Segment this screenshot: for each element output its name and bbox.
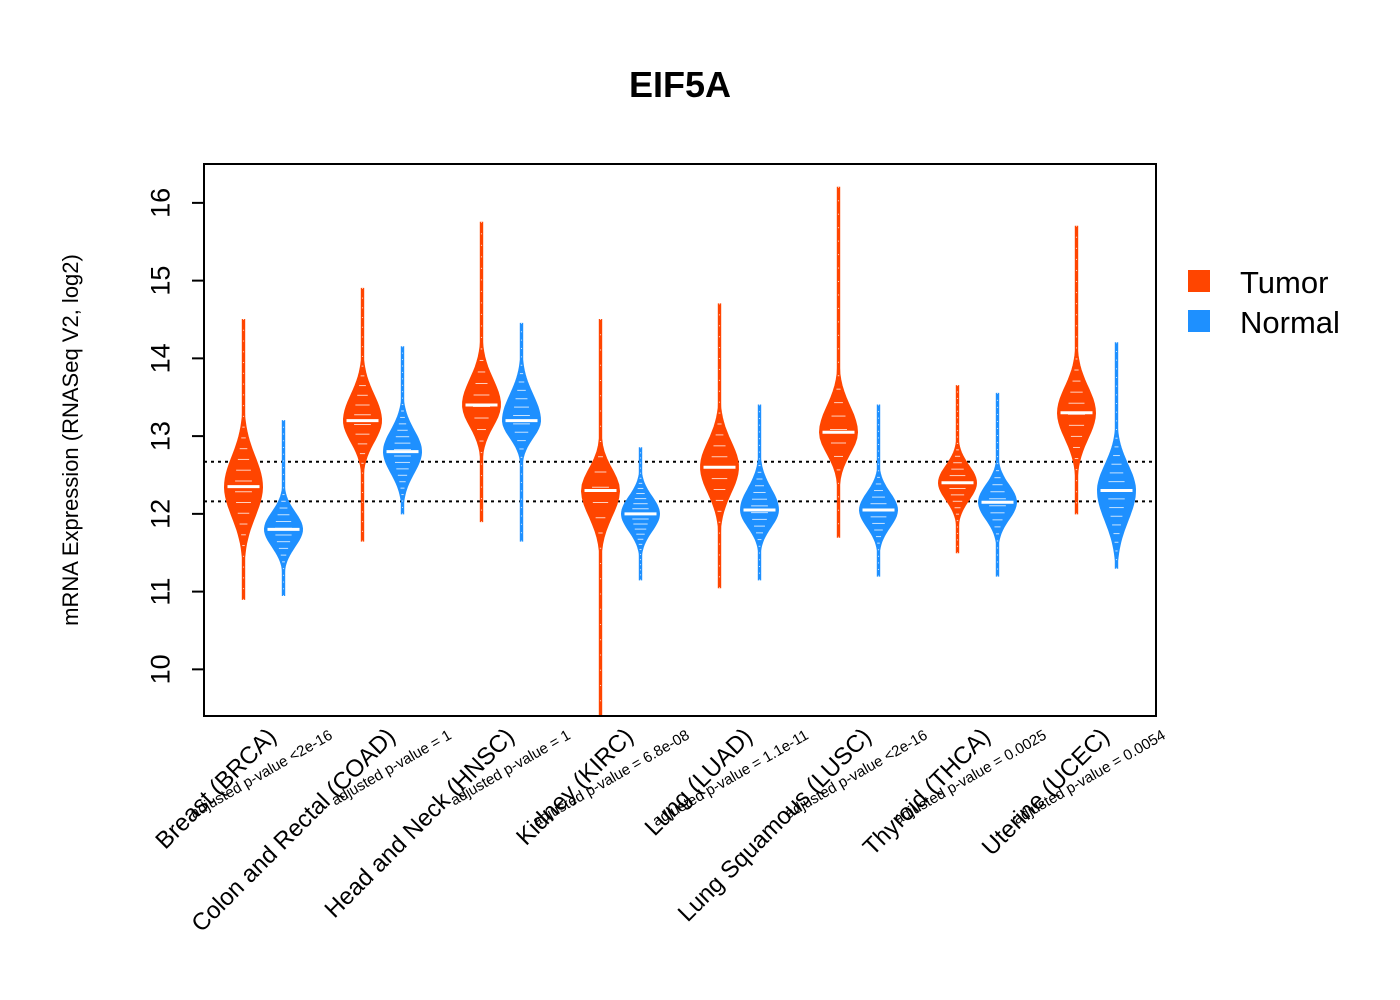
legend-swatch-normal [1188, 310, 1210, 332]
legend-swatch-tumor [1188, 270, 1210, 292]
violin-tumor-5 [818, 186, 859, 538]
violin-normal-0 [263, 420, 304, 596]
violin-normal-2 [501, 322, 542, 542]
violin-tumor-7 [1056, 225, 1097, 515]
y-tick-label: 10 [145, 654, 175, 684]
violin-tumor-6 [937, 385, 978, 554]
violin-tumor-0 [223, 318, 264, 600]
y-tick-label: 14 [145, 343, 175, 373]
violin-normal-3 [620, 447, 661, 581]
violin-tumor-3 [580, 318, 621, 717]
y-tick-label: 13 [145, 421, 175, 451]
plot-frame [203, 163, 1157, 717]
violin-tumor-2 [462, 221, 501, 523]
x-axis-labels: Breast (BRCA)adjusted p-value <2e-16Colo… [150, 723, 1168, 937]
violin-normal-1 [382, 346, 423, 515]
legend: Tumor Normal [1188, 265, 1340, 340]
y-tick-label: 15 [145, 266, 175, 296]
violin-normal-6 [977, 392, 1018, 577]
violin-normal-4 [739, 404, 780, 581]
y-axis-label: mRNA Expression (RNASeq V2, log2) [58, 254, 83, 626]
legend-label-normal: Normal [1240, 305, 1340, 340]
x-category-label: Kidney (KIRC) [511, 723, 639, 851]
y-tick-label: 12 [145, 499, 175, 529]
y-tick-label: 11 [145, 578, 175, 606]
violin-normal-5 [858, 404, 899, 577]
violin-tumor-1 [342, 287, 383, 542]
violin-series [223, 186, 1137, 717]
legend-label-tumor: Tumor [1240, 265, 1328, 300]
violin-tumor-4 [700, 303, 739, 589]
x-category-label: Breast (BRCA) [150, 723, 281, 854]
chart-title: EIF5A [629, 64, 731, 105]
y-tick-label: 16 [145, 188, 175, 218]
violin-normal-7 [1096, 342, 1137, 569]
y-axis: 10 11 12 13 14 15 16 [145, 188, 204, 684]
